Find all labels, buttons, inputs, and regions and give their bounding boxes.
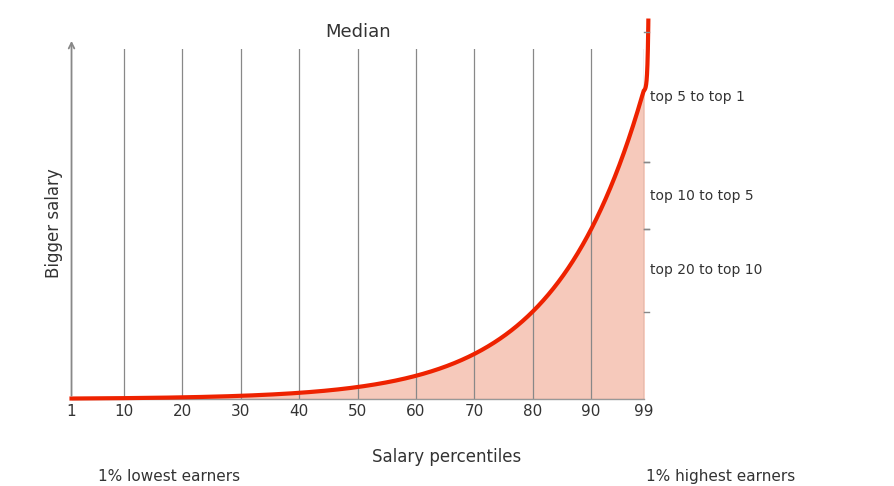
Text: Salary percentiles: Salary percentiles (373, 448, 521, 466)
Text: top 10 to top 5: top 10 to top 5 (650, 189, 754, 203)
Text: top 20 to top 10: top 20 to top 10 (650, 263, 763, 278)
Text: 1% lowest earners: 1% lowest earners (98, 469, 240, 484)
Y-axis label: Bigger salary: Bigger salary (46, 169, 63, 278)
Text: top 5 to top 1: top 5 to top 1 (650, 90, 745, 104)
Title: Median: Median (325, 23, 391, 41)
Text: 1% highest earners: 1% highest earners (646, 469, 796, 484)
